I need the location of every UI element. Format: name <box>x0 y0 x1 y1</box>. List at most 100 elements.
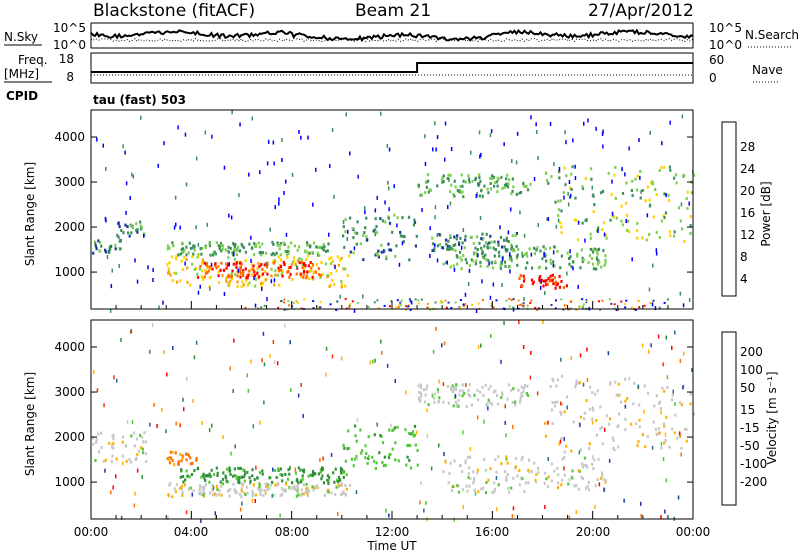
velocity-cell <box>563 410 566 414</box>
power-cell <box>505 182 508 186</box>
velocity-cell <box>382 464 385 468</box>
power-cell <box>655 231 658 234</box>
power-cell <box>496 180 499 184</box>
power-cell <box>118 239 121 243</box>
velocity-cell <box>543 471 547 475</box>
power-noise-point <box>223 165 226 170</box>
power-cell <box>603 221 606 225</box>
power-noise-point <box>475 309 478 313</box>
power-cell <box>533 246 536 250</box>
power-cell <box>116 233 119 237</box>
power-cell <box>240 242 243 246</box>
power-noise-point <box>152 278 154 282</box>
power-noise-point <box>102 143 104 148</box>
power-cell <box>259 250 262 254</box>
power-cell <box>541 257 544 261</box>
velocity-cell <box>239 466 242 470</box>
power-cell <box>641 236 644 240</box>
power-cell <box>296 248 299 252</box>
power-noise-point <box>291 172 294 177</box>
velocity-cell <box>189 462 193 466</box>
power-cell <box>140 226 143 230</box>
power-cell <box>240 262 243 266</box>
velocity-noise-point <box>300 383 302 387</box>
power-cell <box>475 254 478 258</box>
power-cell <box>636 229 639 233</box>
velocity-noise-point <box>425 501 427 505</box>
velocity-noise-point <box>211 423 213 428</box>
freq-left-tick-bottom: 8 <box>66 70 74 84</box>
power-ground-point <box>599 308 602 311</box>
power-cell <box>424 191 427 195</box>
power-noise-point <box>105 218 107 223</box>
power-ground-point <box>280 300 283 303</box>
velocity-noise-point <box>512 424 514 429</box>
velocity-noise-point <box>443 341 446 346</box>
power-cell <box>287 269 290 273</box>
velocity-cell <box>188 475 191 479</box>
x-axis-label: Time UT <box>366 539 417 553</box>
power-noise-point <box>539 285 542 290</box>
freq-right-tick-bottom: 0 <box>709 71 717 85</box>
power-ground-point <box>318 307 321 310</box>
power-cell <box>306 243 309 247</box>
velocity-cell <box>347 429 350 433</box>
power-cell <box>558 176 561 180</box>
velocity-noise-point <box>191 492 193 497</box>
power-noise-point <box>621 167 623 172</box>
power-noise-point <box>601 132 604 136</box>
range-tick-label: 4000 <box>54 130 85 144</box>
power-cell <box>576 254 579 258</box>
power-cell <box>601 228 604 231</box>
velocity-cell <box>585 399 588 403</box>
velocity-cell <box>659 407 662 411</box>
power-cell <box>171 241 174 245</box>
velocity-noise-point <box>251 498 254 503</box>
velocity-cell <box>294 487 297 491</box>
velocity-cell <box>387 456 391 460</box>
power-cell <box>316 245 320 249</box>
power-cell <box>581 187 585 190</box>
power-cell <box>464 258 467 262</box>
power-cell <box>274 273 277 277</box>
power-cell <box>234 272 237 276</box>
power-cell <box>283 243 286 246</box>
velocity-cell <box>404 428 407 432</box>
power-noise-point <box>492 282 495 287</box>
power-cell <box>128 234 131 238</box>
velocity-cell <box>473 478 476 482</box>
velocity-cell <box>242 468 245 472</box>
power-ground-point <box>638 306 641 309</box>
power-cell <box>595 250 598 253</box>
velocity-cell <box>291 481 294 485</box>
velocity-cell <box>618 412 621 416</box>
power-cell <box>565 174 568 178</box>
power-noise-point <box>129 196 131 200</box>
velocity-cell <box>300 488 303 492</box>
power-cell <box>446 177 449 180</box>
power-cell <box>253 242 256 246</box>
velocity-cell <box>519 476 522 480</box>
velocity-noise-point <box>505 433 507 438</box>
power-cell <box>447 173 450 177</box>
velocity-cell <box>685 439 688 443</box>
velocity-noise-point <box>529 375 532 380</box>
power-ground-point <box>383 304 386 307</box>
power-cell <box>538 279 541 283</box>
velocity-noise-point <box>677 495 680 500</box>
power-cell <box>581 260 584 264</box>
velocity-noise-point <box>495 475 498 480</box>
power-cell <box>571 260 575 264</box>
velocity-noise-point <box>284 323 286 328</box>
power-cell <box>215 266 218 270</box>
station-title: Blackstone (fitACF) <box>93 1 255 21</box>
velocity-cell <box>367 435 370 439</box>
power-cell <box>515 192 518 196</box>
power-cell <box>558 274 561 278</box>
power-cell <box>293 244 296 248</box>
velocity-cell <box>556 466 559 470</box>
power-cell <box>213 250 216 254</box>
velocity-cell <box>473 393 476 397</box>
velocity-cell <box>450 388 453 392</box>
